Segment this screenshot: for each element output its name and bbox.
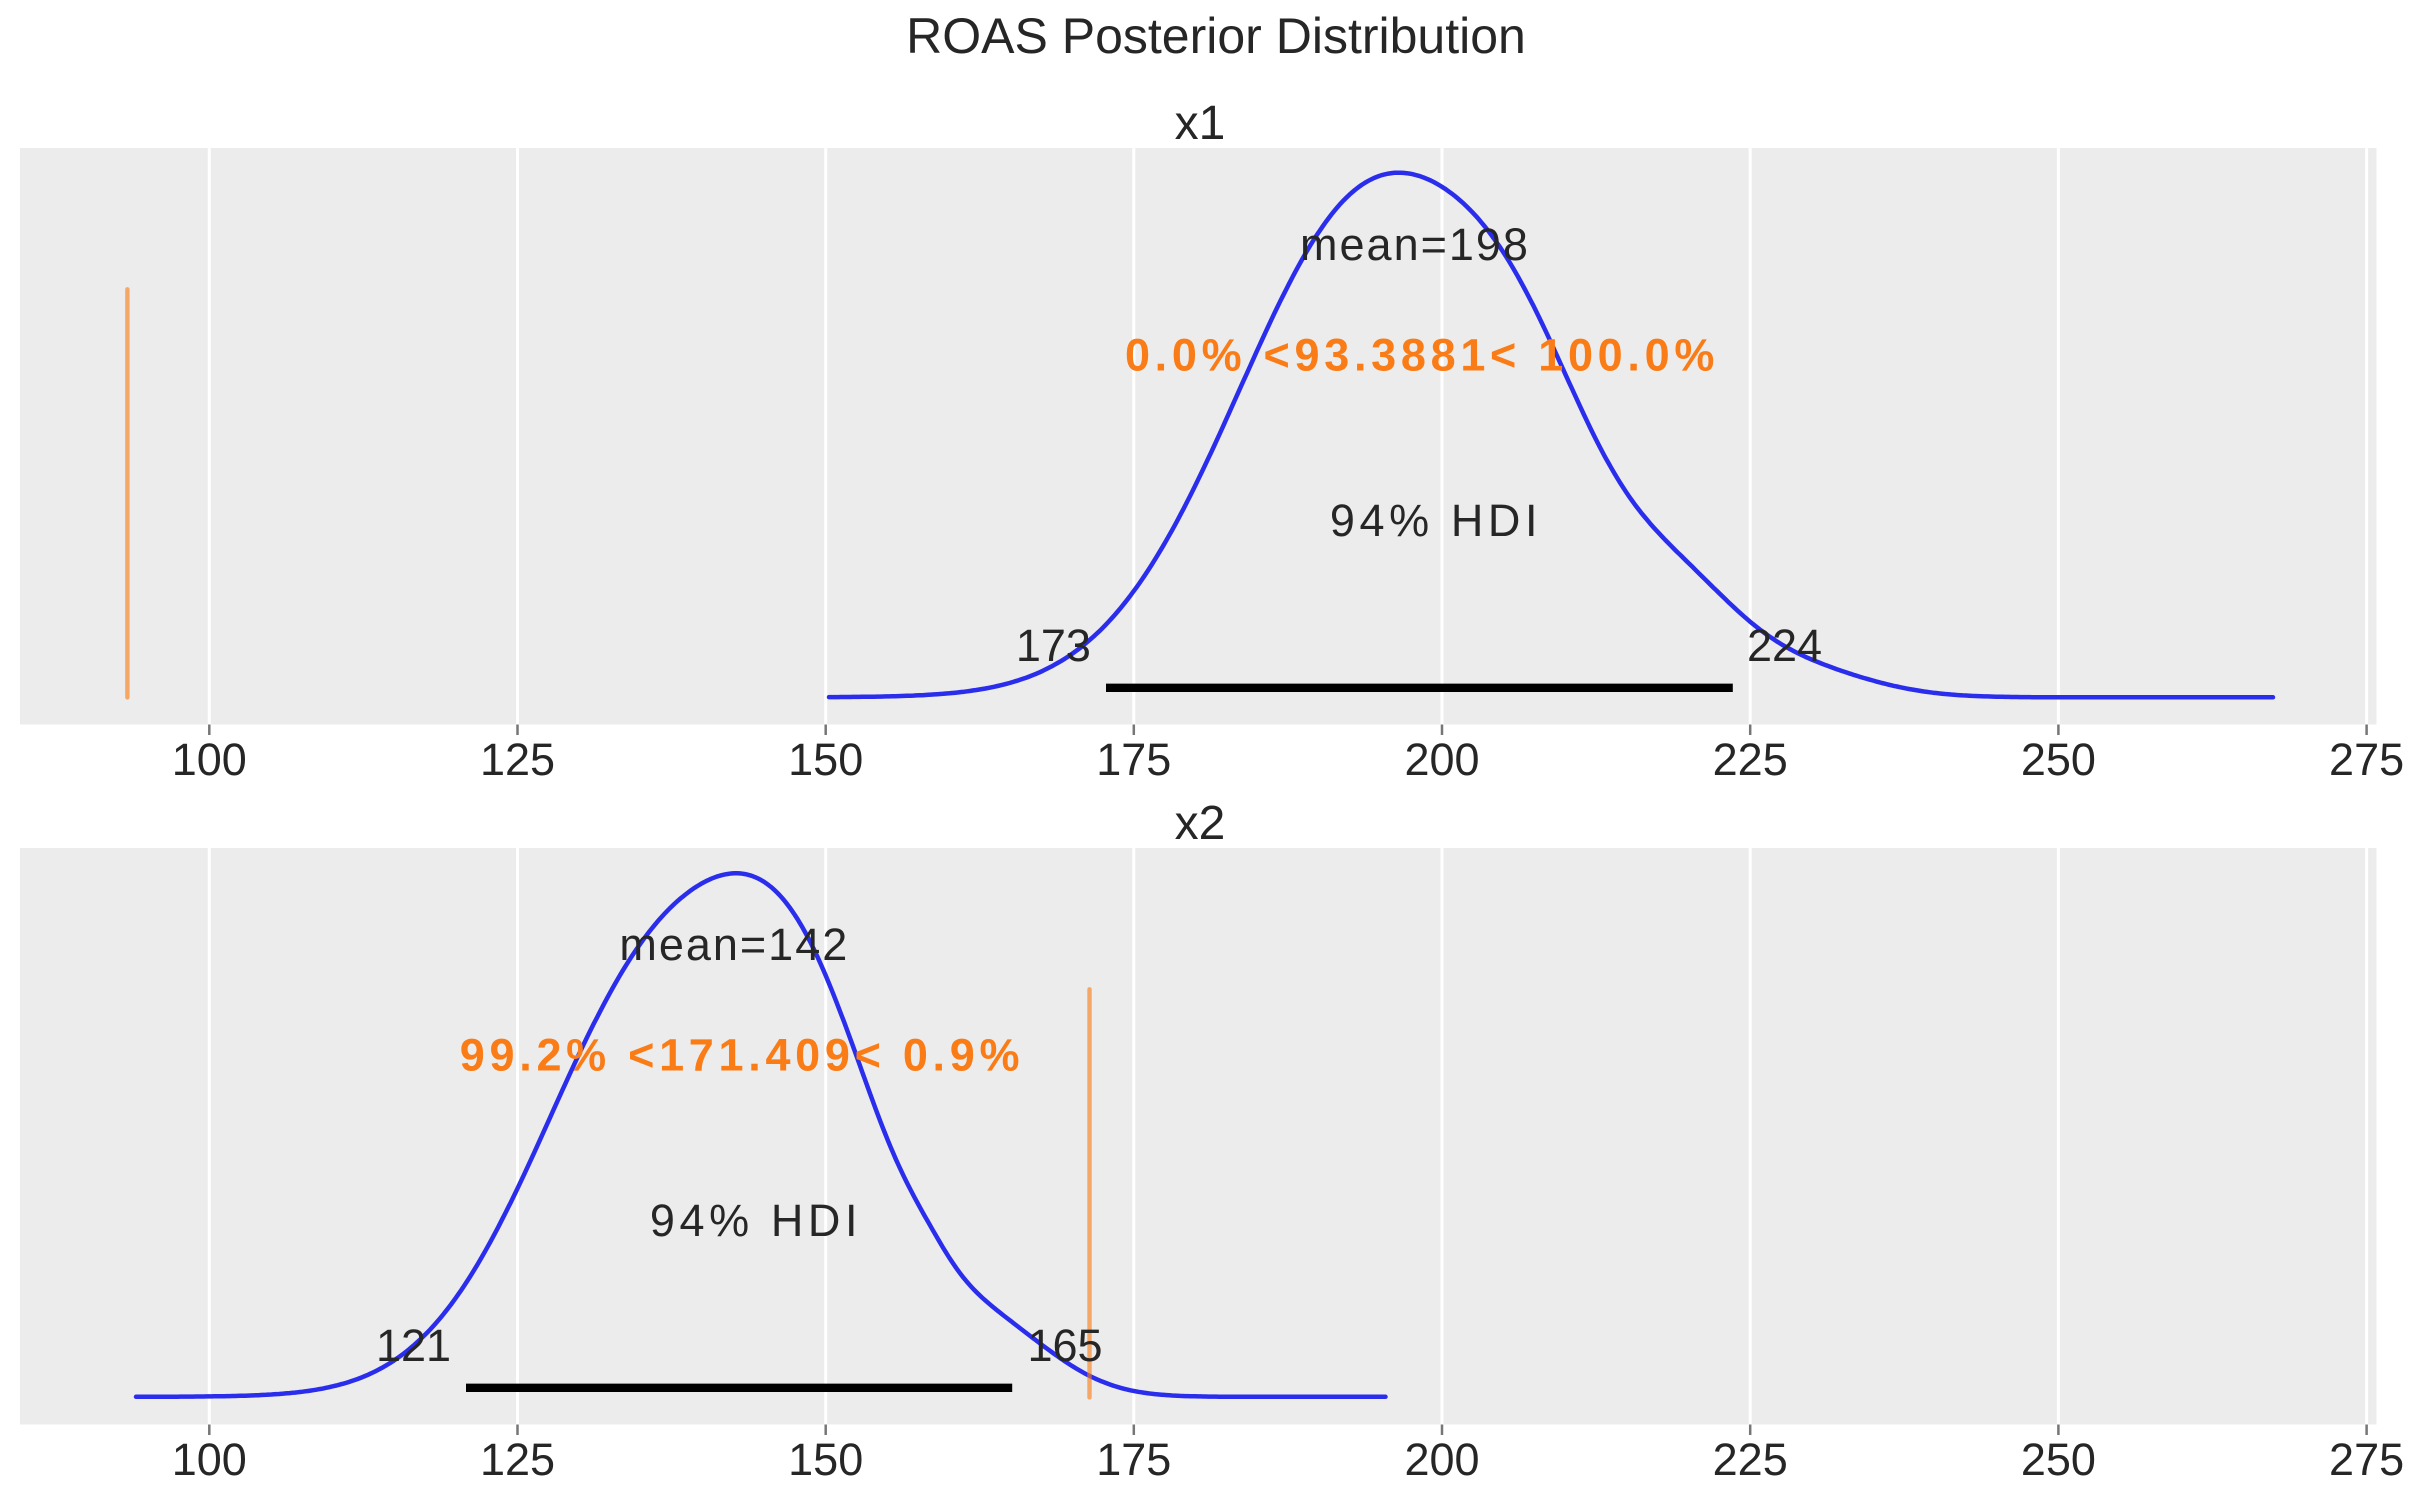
svg-text:100: 100: [172, 734, 247, 785]
svg-text:150: 150: [788, 734, 863, 785]
svg-text:175: 175: [1096, 734, 1171, 785]
svg-text:150: 150: [788, 1434, 863, 1485]
svg-text:100: 100: [172, 1434, 247, 1485]
svg-text:125: 125: [480, 1434, 555, 1485]
svg-text:165: 165: [1027, 1320, 1102, 1371]
svg-text:94% HDI: 94% HDI: [650, 1195, 862, 1246]
svg-text:99.2% <171.409< 0.9%: 99.2% <171.409< 0.9%: [460, 1029, 1024, 1080]
svg-text:mean=198: mean=198: [1300, 219, 1530, 270]
svg-text:250: 250: [2021, 1434, 2096, 1485]
svg-text:250: 250: [2021, 734, 2096, 785]
svg-text:200: 200: [1404, 1434, 1479, 1485]
svg-text:mean=142: mean=142: [619, 919, 849, 970]
svg-text:224: 224: [1747, 620, 1822, 671]
svg-text:275: 275: [2329, 1434, 2404, 1485]
svg-text:225: 225: [1713, 1434, 1788, 1485]
svg-text:200: 200: [1404, 734, 1479, 785]
svg-text:94% HDI: 94% HDI: [1330, 495, 1542, 546]
svg-text:0.0% <93.3881< 100.0%: 0.0% <93.3881< 100.0%: [1125, 329, 1719, 380]
svg-text:225: 225: [1713, 734, 1788, 785]
svg-text:121: 121: [376, 1320, 451, 1371]
svg-text:125: 125: [480, 734, 555, 785]
svg-text:x2: x2: [1175, 797, 1226, 850]
svg-text:173: 173: [1016, 620, 1091, 671]
svg-text:x1: x1: [1175, 97, 1226, 150]
svg-text:275: 275: [2329, 734, 2404, 785]
svg-text:ROAS Posterior Distribution: ROAS Posterior Distribution: [906, 8, 1526, 64]
svg-text:175: 175: [1096, 1434, 1171, 1485]
